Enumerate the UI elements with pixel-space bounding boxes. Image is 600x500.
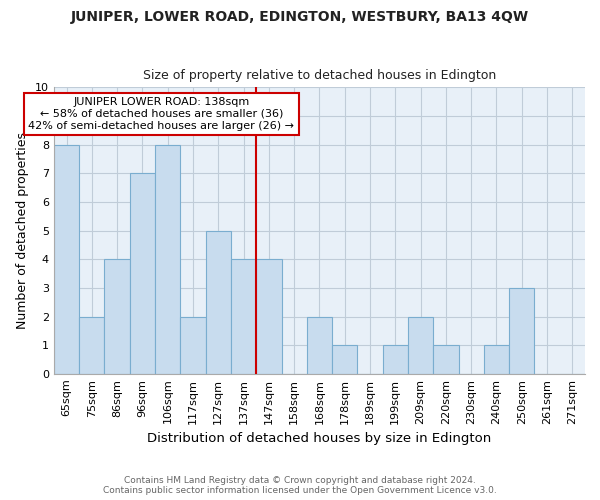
Bar <box>484 345 509 374</box>
Bar <box>408 316 433 374</box>
Bar <box>231 259 256 374</box>
Bar <box>130 174 155 374</box>
Bar <box>433 345 458 374</box>
Title: Size of property relative to detached houses in Edington: Size of property relative to detached ho… <box>143 69 496 82</box>
Text: Contains HM Land Registry data © Crown copyright and database right 2024.
Contai: Contains HM Land Registry data © Crown c… <box>103 476 497 495</box>
Text: JUNIPER, LOWER ROAD, EDINGTON, WESTBURY, BA13 4QW: JUNIPER, LOWER ROAD, EDINGTON, WESTBURY,… <box>71 10 529 24</box>
Bar <box>256 259 281 374</box>
Bar <box>332 345 358 374</box>
Bar <box>79 316 104 374</box>
Bar <box>104 259 130 374</box>
Bar <box>307 316 332 374</box>
Bar <box>181 316 206 374</box>
Bar <box>206 230 231 374</box>
Text: JUNIPER LOWER ROAD: 138sqm
← 58% of detached houses are smaller (36)
42% of semi: JUNIPER LOWER ROAD: 138sqm ← 58% of deta… <box>28 98 295 130</box>
Bar <box>383 345 408 374</box>
Bar <box>155 144 181 374</box>
Bar <box>54 144 79 374</box>
Bar <box>509 288 535 374</box>
X-axis label: Distribution of detached houses by size in Edington: Distribution of detached houses by size … <box>148 432 491 445</box>
Y-axis label: Number of detached properties: Number of detached properties <box>16 132 29 329</box>
